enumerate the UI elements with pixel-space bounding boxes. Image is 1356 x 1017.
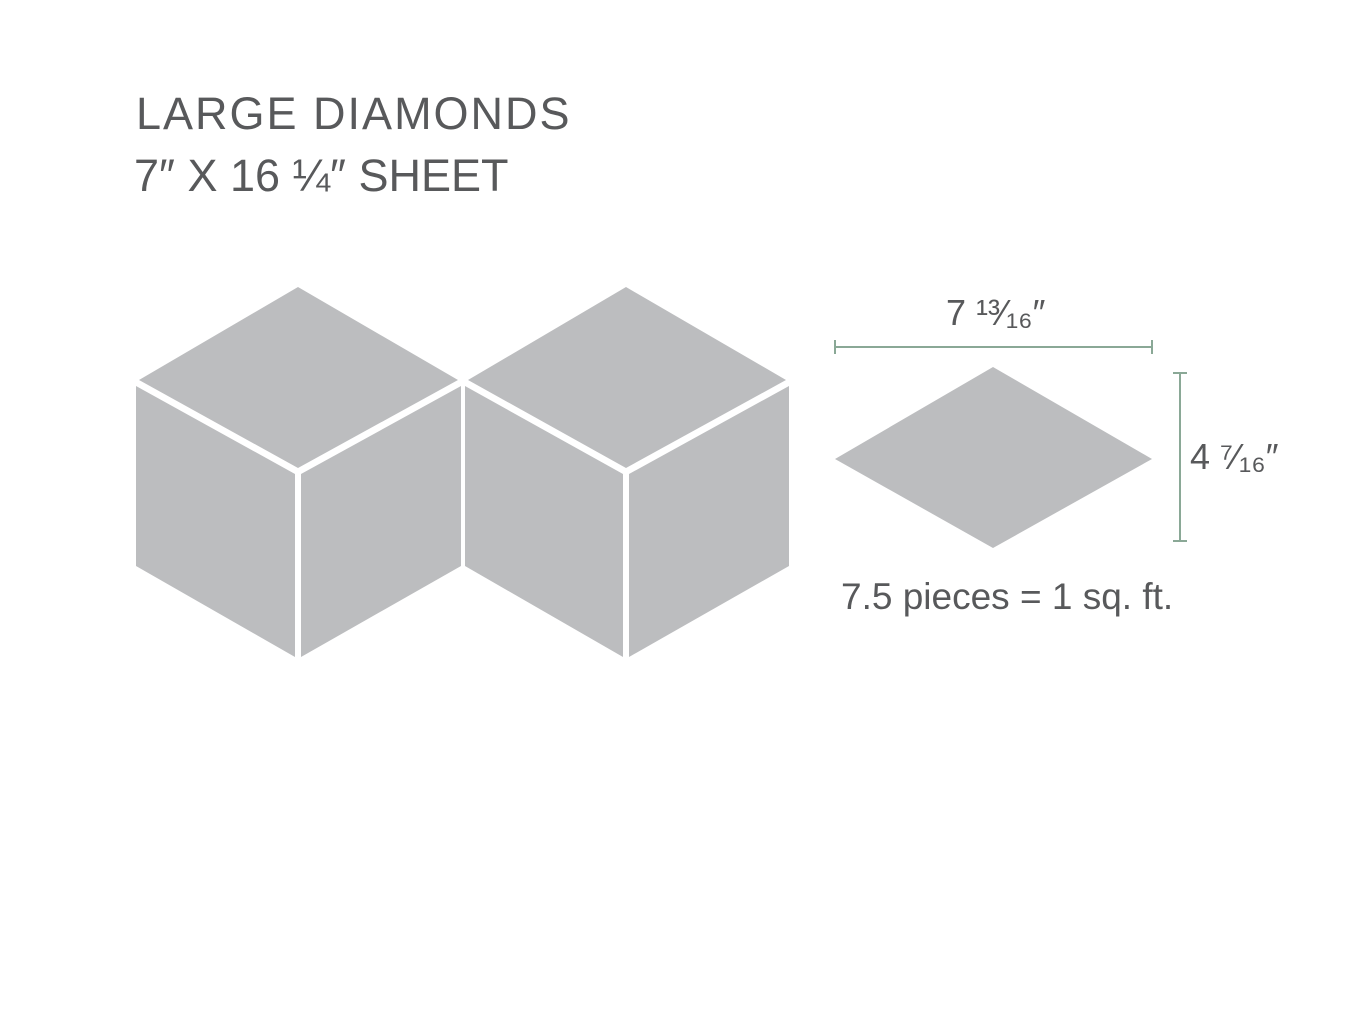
tile-width-label: 7 ¹³⁄₁₆″ (946, 292, 1046, 333)
cube-2-left-tile (465, 386, 623, 657)
tile-height-label: 4 ⁷⁄₁₆″ (1190, 436, 1279, 477)
coverage-note: 7.5 pieces = 1 sq. ft. (841, 576, 1174, 617)
title: LARGE DIAMONDS (136, 88, 572, 139)
height-dimension-line (1173, 372, 1187, 542)
cube-1-right-tile (301, 386, 461, 657)
sheet-size: 7″ X 16 ¼″ SHEET (134, 150, 509, 201)
cube-1-top-tile (139, 287, 458, 468)
sheet-cube-1 (136, 287, 461, 657)
sheet-cube-2 (465, 287, 789, 657)
width-dimension-line (834, 340, 1153, 354)
cube-2-right-tile (629, 386, 789, 657)
cube-2-top-tile (468, 287, 786, 468)
cube-1-left-tile (136, 386, 295, 657)
single-diamond-tile (835, 367, 1152, 548)
